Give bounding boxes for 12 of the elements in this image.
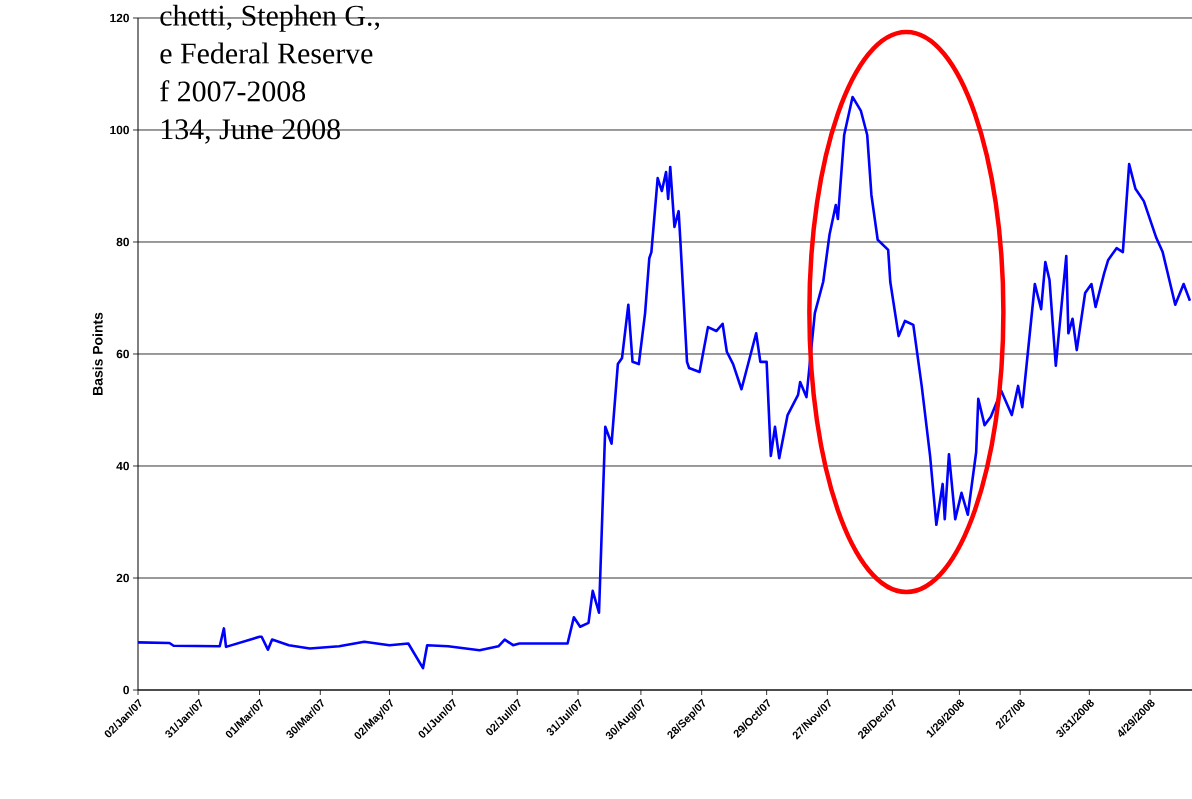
annotation: f 2007-2008 xyxy=(160,80,306,102)
y-tick-label: 0 xyxy=(123,685,129,695)
annotation: 134, June 2008 xyxy=(161,119,340,144)
y-axis-title: Basis Points xyxy=(92,312,103,395)
y-tick-label: 80 xyxy=(116,237,129,247)
y-tick-label: 120 xyxy=(110,13,129,23)
y-tick-label: 100 xyxy=(110,125,129,135)
y-tick-label: 20 xyxy=(116,573,129,583)
y-tick-label: 40 xyxy=(116,461,129,471)
y-tick-label: 60 xyxy=(116,349,129,359)
annotation: chetti, Stephen G., xyxy=(160,4,380,32)
annotation: e Federal Reserve xyxy=(160,42,373,64)
